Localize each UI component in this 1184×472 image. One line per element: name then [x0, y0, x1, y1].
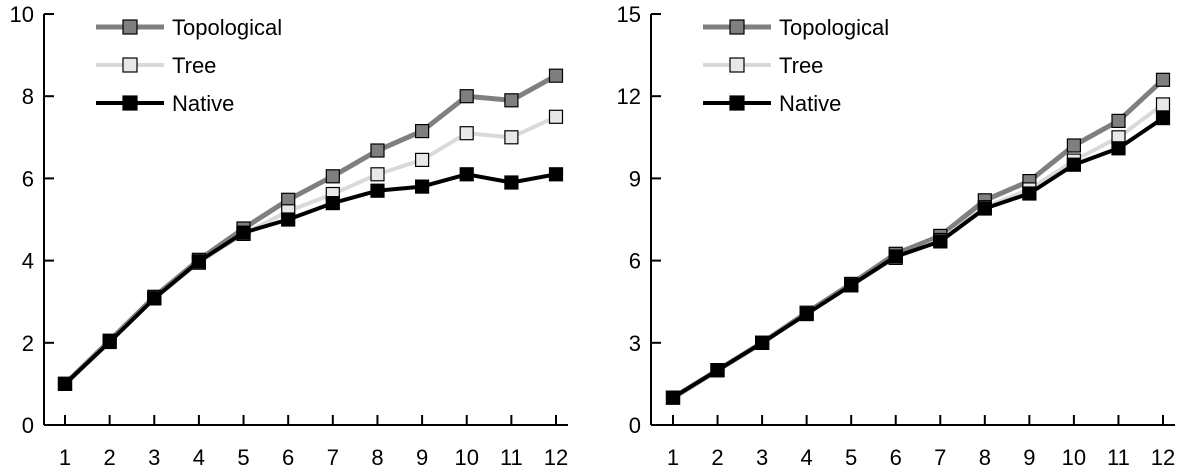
data-point-native [888, 249, 903, 264]
legend-label-native: Native [172, 91, 234, 116]
x-tick-label: 7 [327, 445, 339, 470]
data-point-native [1155, 110, 1171, 126]
data-point-topological [370, 143, 385, 158]
data-point-native [548, 167, 564, 182]
y-tick-label: 3 [629, 331, 641, 356]
x-tick-label: 11 [500, 445, 523, 470]
x-tick-label: 9 [416, 445, 428, 470]
data-point-topological [459, 89, 474, 104]
data-point-topological [1155, 72, 1171, 87]
data-point-native [459, 167, 474, 182]
data-point-native [147, 291, 162, 306]
y-tick-label: 6 [629, 249, 641, 274]
data-point-tree [1155, 97, 1171, 112]
x-tick-label: 10 [1062, 445, 1086, 470]
x-tick-label: 3 [756, 445, 768, 470]
x-tick-label: 2 [104, 445, 116, 470]
series-line-topological [671, 77, 1165, 400]
legend-marker-native [122, 95, 138, 111]
data-point-native [844, 278, 859, 293]
legend-marker-native [729, 95, 745, 111]
data-point-tree [548, 109, 564, 124]
y-tick-label: 9 [629, 166, 641, 191]
legend-label-tree: Tree [172, 53, 216, 78]
x-tick-label: 12 [544, 445, 568, 470]
data-point-native [1022, 186, 1037, 201]
x-tick-label: 1 [59, 445, 71, 470]
data-point-native [191, 254, 206, 269]
data-point-native [281, 212, 296, 227]
y-tick-label: 4 [22, 249, 34, 274]
data-point-topological [504, 93, 519, 108]
legend-label-topological: Topological [172, 15, 282, 40]
data-point-native [504, 175, 519, 190]
x-tick-label: 8 [979, 445, 991, 470]
data-point-tree [415, 152, 430, 167]
data-point-native [665, 390, 681, 405]
x-tick-label: 5 [845, 445, 857, 470]
x-tick-label: 6 [890, 445, 902, 470]
data-point-native [236, 225, 251, 240]
x-tick-label: 1 [667, 445, 679, 470]
data-point-tree [459, 126, 474, 141]
series-line-native [671, 116, 1165, 400]
x-tick-label: 11 [1107, 445, 1130, 470]
data-point-tree [504, 130, 519, 145]
data-point-topological [325, 169, 340, 184]
series-line-tree [63, 114, 557, 386]
legend-label-topological: Topological [779, 15, 889, 40]
x-tick-label: 2 [711, 445, 723, 470]
data-point-native [1111, 141, 1126, 156]
legend-marker-topological [729, 19, 745, 35]
data-point-topological [415, 123, 430, 139]
y-tick-label: 0 [629, 413, 641, 438]
x-tick-label: 7 [934, 445, 946, 470]
y-tick-label: 2 [22, 331, 34, 356]
legend-marker-topological [122, 19, 138, 35]
x-tick-label: 4 [193, 445, 205, 470]
legend-marker-tree [729, 57, 745, 73]
x-tick-label: 4 [801, 445, 813, 470]
series-line-topological [63, 73, 558, 386]
legend-marker-tree [122, 57, 138, 73]
data-point-native [933, 234, 948, 249]
data-point-native [710, 363, 725, 378]
data-point-native [370, 183, 385, 198]
x-tick-label: 10 [454, 445, 478, 470]
data-point-native [977, 201, 992, 216]
y-tick-label: 15 [617, 2, 641, 27]
y-tick-label: 6 [22, 166, 34, 191]
x-tick-label: 3 [148, 445, 160, 470]
data-point-native [1066, 157, 1082, 172]
y-tick-label: 12 [617, 84, 641, 109]
legend-label-native: Native [779, 91, 841, 116]
data-point-topological [1066, 138, 1082, 153]
y-tick-label: 10 [10, 2, 34, 27]
data-point-tree [370, 167, 385, 182]
series-line-native [63, 172, 557, 386]
legend-label-tree: Tree [779, 53, 823, 78]
data-point-topological [548, 68, 564, 83]
data-point-native [325, 196, 340, 211]
data-point-native [415, 179, 430, 194]
data-point-topological [1111, 113, 1126, 129]
y-tick-label: 8 [22, 84, 34, 109]
data-point-native [102, 334, 117, 350]
y-tick-label: 0 [22, 413, 34, 438]
data-point-native [799, 306, 814, 322]
x-tick-label: 5 [237, 445, 249, 470]
x-tick-label: 9 [1023, 445, 1035, 470]
data-point-native [57, 376, 73, 391]
x-tick-label: 8 [371, 445, 383, 470]
x-tick-label: 12 [1151, 445, 1175, 470]
data-point-native [754, 335, 770, 350]
x-tick-label: 6 [282, 445, 294, 470]
